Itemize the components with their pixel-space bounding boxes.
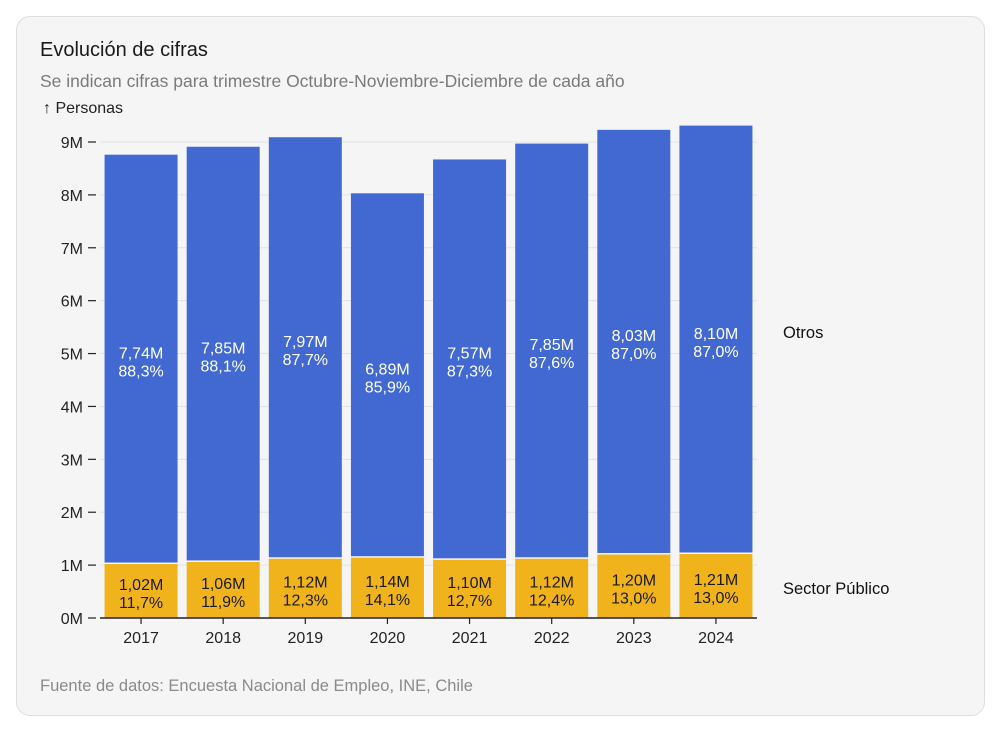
data-label-percent: 87,0%	[611, 346, 656, 363]
bar-sector-publico	[679, 554, 753, 618]
chart-title: Evolución de cifras	[40, 39, 208, 61]
data-label-percent: 11,7%	[119, 595, 163, 612]
data-label-percent: 87,3%	[447, 364, 492, 381]
y-tick-label: 6M	[61, 294, 83, 311]
data-label-percent: 87,6%	[529, 355, 574, 372]
y-tick-label: 0M	[61, 611, 83, 628]
x-tick-label: 2019	[288, 630, 324, 647]
data-label-percent: 12,7%	[447, 593, 492, 610]
y-axis-label: ↑ Personas	[43, 100, 123, 117]
data-label-value: 7,97M	[283, 334, 327, 351]
legend-sector-publico: Sector Público	[783, 580, 889, 598]
data-label-percent: 87,0%	[693, 344, 738, 361]
bar-otros	[597, 129, 671, 554]
data-label-percent: 88,3%	[118, 363, 163, 380]
y-tick-label: 1M	[61, 558, 83, 575]
y-tick-label: 3M	[61, 452, 83, 469]
x-tick-label: 2023	[616, 630, 652, 647]
data-label-percent: 11,9%	[201, 594, 245, 611]
data-label-percent: 13,0%	[611, 590, 656, 607]
x-tick-label: 2020	[370, 630, 406, 647]
bar-sector-publico	[186, 561, 260, 618]
data-label-value: 7,74M	[119, 345, 163, 362]
data-label-value: 1,12M	[529, 574, 573, 591]
bar-sector-publico	[350, 557, 424, 618]
data-label-value: 1,20M	[612, 572, 656, 589]
bar-sector-publico	[268, 558, 342, 618]
y-tick-label: 7M	[61, 241, 83, 258]
bar-sector-publico	[433, 559, 507, 618]
bar-sector-publico	[515, 558, 589, 618]
bar-otros	[679, 125, 753, 553]
chart-subtitle: Se indican cifras para trimestre Octubre…	[40, 71, 625, 91]
data-label-percent: 13,0%	[693, 590, 738, 607]
bar-otros	[104, 154, 178, 563]
data-label-value: 1,12M	[283, 574, 327, 591]
y-tick-label: 9M	[61, 135, 83, 152]
x-tick-label: 2022	[534, 630, 570, 647]
data-label-value: 7,57M	[447, 346, 491, 363]
bar-otros	[350, 193, 424, 557]
data-label-value: 8,10M	[694, 326, 738, 343]
data-label-value: 7,85M	[201, 340, 245, 357]
bar-sector-publico	[104, 564, 178, 618]
data-label-percent: 14,1%	[365, 592, 410, 609]
data-label-percent: 87,7%	[283, 352, 328, 369]
legend-otros: Otros	[783, 324, 823, 342]
x-tick-label: 2017	[123, 630, 159, 647]
y-tick-label: 4M	[61, 399, 83, 416]
data-label-value: 1,14M	[365, 574, 409, 591]
data-label-percent: 88,1%	[201, 358, 246, 375]
data-source-note: Fuente de datos: Encuesta Nacional de Em…	[40, 677, 473, 695]
data-label-percent: 12,4%	[529, 592, 574, 609]
y-tick-label: 2M	[61, 505, 83, 522]
data-label-value: 7,85M	[529, 337, 573, 354]
bar-otros	[515, 143, 589, 558]
data-label-value: 6,89M	[365, 362, 409, 379]
data-label-value: 1,06M	[201, 576, 245, 593]
bar-sector-publico	[597, 554, 671, 618]
x-tick-label: 2021	[452, 630, 488, 647]
data-label-value: 1,02M	[119, 577, 163, 594]
data-label-percent: 85,9%	[365, 380, 410, 397]
data-label-percent: 12,3%	[283, 592, 328, 609]
x-tick-label: 2024	[698, 630, 734, 647]
x-tick-label: 2018	[205, 630, 241, 647]
data-label-value: 1,21M	[694, 572, 738, 589]
data-label-value: 8,03M	[612, 328, 656, 345]
bar-otros	[433, 159, 507, 559]
y-tick-label: 8M	[61, 188, 83, 205]
bar-otros	[186, 146, 260, 561]
y-tick-label: 5M	[61, 347, 83, 364]
data-label-value: 1,10M	[447, 575, 491, 592]
bar-otros	[268, 137, 342, 558]
